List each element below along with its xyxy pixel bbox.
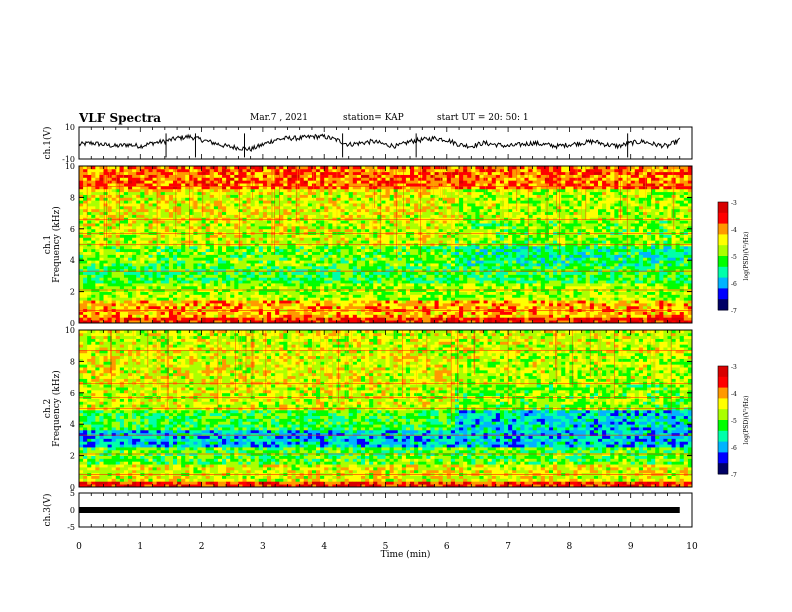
ch2-spectrogram-colorbar-tick-label: -3	[731, 364, 737, 371]
ch3-ytick-label: 0	[70, 506, 75, 515]
station-name: station= KAP	[343, 113, 404, 123]
ch2-spectrogram-colorbar-frame	[717, 365, 729, 475]
colorbars: -3 -4 -5 -6 -7 log(PSD)(V²/Hz) -3 -4 -5 -6 -7 log(P…	[717, 200, 750, 479]
x-tick-label: 3	[260, 542, 266, 552]
ch1-spectrogram-ytick-label: 2	[70, 288, 75, 297]
ch1-spectrogram-ytick-label: 0	[70, 319, 75, 328]
ch1-waveform-line	[78, 133, 681, 153]
figure-title: VLF Spectra	[79, 111, 162, 125]
ch3-ytick-label: 5	[70, 489, 75, 498]
ch2-spectrogram-ylabel: ch.2	[43, 399, 53, 418]
ch1-spectrogram-ylabel: ch.1	[43, 235, 53, 254]
ch2-spectrogram-colorbar-tick-label: -5	[731, 418, 737, 425]
ch2-spectrogram-ytick-label: 0	[70, 483, 75, 492]
ch2-spectrogram-ytick-label: 6	[70, 389, 75, 398]
recording-date: Mar.7 , 2021	[250, 113, 308, 123]
ch1-spectrogram-ytick-label: 4	[70, 256, 75, 265]
x-axis-label: Time (min)	[381, 549, 431, 560]
ch1-spectrogram-colorbar-tick-label: -4	[731, 227, 737, 234]
ch1-waveform-ylabel: ch.1(V)	[42, 127, 53, 160]
x-tick-label: 0	[76, 542, 82, 552]
ch2-spectrogram-ytick-label: 2	[70, 452, 75, 461]
ch2-spectrogram-colorbar-label: log(PSD)(V²/Hz)	[743, 396, 750, 445]
ch1-waveform-panel: 10 -10 ch.1(V)	[42, 123, 693, 164]
ch1-spectrogram-ytick-label: 10	[65, 162, 75, 171]
ch1-waveform-ytick-label: 10	[65, 123, 75, 132]
ch1-spectrogram-ytick-label: 6	[70, 225, 75, 234]
x-tick-label: 10	[686, 542, 698, 552]
ch1-spectrogram-colorbar-label: log(PSD)(V²/Hz)	[743, 232, 750, 281]
ch1-spectrogram-colorbar-tick-label: -5	[731, 254, 737, 261]
ch1-spectrogram-panel: 0 2 4 6 8 10 ch.1 Frequency (kHz)	[43, 162, 693, 328]
ch2-spectrogram-ytick-label: 10	[65, 326, 75, 335]
ch3-trace-ylabel: ch.3(V)	[42, 494, 53, 527]
x-tick-label: 4	[321, 542, 327, 552]
x-tick-label: 6	[444, 542, 450, 552]
ch3-trace-line	[79, 507, 680, 513]
ch2-spectrogram-ytick-label: 4	[70, 420, 75, 429]
ch3-trace-panel: 5 0 -5 ch.3(V)	[42, 489, 693, 532]
x-tick-label: 2	[199, 542, 205, 552]
ch1-spectrogram-colorbar-tick-label: -3	[731, 200, 737, 207]
ch2-spectrogram-colorbar-tick-label: -7	[731, 472, 737, 479]
x-tick-label: 1	[137, 542, 143, 552]
ch3-ytick-label: -5	[67, 523, 75, 532]
x-tick-label: 5	[383, 542, 389, 552]
ch2-spectrogram-colorbar-tick-label: -4	[731, 391, 737, 398]
x-tick-label: 9	[628, 542, 634, 552]
ch1-waveform-ytick-label: -10	[62, 155, 75, 164]
ch1-spectrogram-colorbar-frame	[717, 201, 729, 311]
x-tick-label: 7	[505, 542, 511, 552]
start-time: start UT = 20: 50: 1	[437, 113, 529, 123]
ch2-spectrogram-colorbar-tick-label: -6	[731, 445, 737, 452]
ch2-spectrogram-ylabel: Frequency (kHz)	[51, 370, 62, 447]
x-tick-label: 8	[567, 542, 573, 552]
ch1-spectrogram-ytick-label: 8	[70, 193, 75, 202]
ch1-spectrogram-colorbar	[718, 202, 728, 311]
ch2-spectrogram-ytick-label: 8	[70, 357, 75, 366]
time-axis: 0 1 2 3 4 5 6 7 8 9 10 Time (min)	[76, 542, 698, 560]
ch1-spectrogram-colorbar-tick-label: -6	[731, 281, 737, 288]
ch2-spectrogram-colorbar	[718, 366, 728, 475]
ch1-spectrogram-ylabel: Frequency (kHz)	[51, 206, 62, 283]
ch2-spectrogram-panel: 0 2 4 6 8 10 ch.2 Frequency (kHz)	[43, 326, 693, 492]
ch1-spectrogram-colorbar-tick-label: -7	[731, 308, 737, 315]
